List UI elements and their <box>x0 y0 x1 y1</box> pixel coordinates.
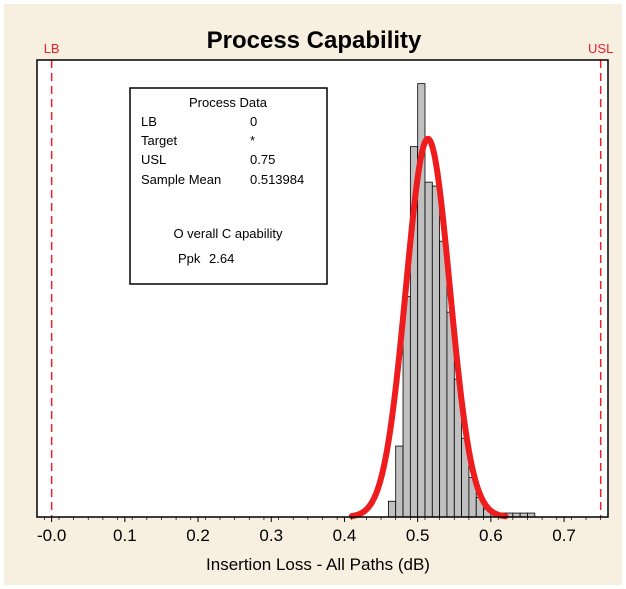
x-tick-label: 0.6 <box>479 526 503 545</box>
pd-label-sample-mean: Sample Mean <box>141 172 221 187</box>
histogram-bar <box>387 500 397 518</box>
x-tick-label: 0.7 <box>552 526 576 545</box>
x-tick-label: 0.4 <box>333 526 357 545</box>
x-axis-ticks: -0.0 0.1 0.2 0.3 0.4 0.5 0.6 0.7 <box>37 517 602 545</box>
chart-title: Process Capability <box>207 27 422 54</box>
pd-value-usl: 0.75 <box>250 152 275 167</box>
chart-svg: -0.0 0.1 0.2 0.3 0.4 0.5 0.6 0.7 Process Capabi… <box>36 27 613 574</box>
pd-label-target: Target <box>141 133 178 148</box>
overall-capability-heading: O verall C apability <box>173 226 283 241</box>
x-axis-label: Insertion Loss - All Paths (dB) <box>206 555 430 574</box>
chart-frame: -0.0 0.1 0.2 0.3 0.4 0.5 0.6 0.7 Process Capabi… <box>4 4 622 585</box>
ppk-label: Ppk <box>178 251 201 266</box>
histogram-bar <box>431 185 441 518</box>
fit-curve <box>348 135 509 520</box>
x-tick-label: 0.3 <box>259 526 283 545</box>
x-tick-label: 0.2 <box>186 526 210 545</box>
process-data-box: Process Data LB 0 Target * USL 0.75 Samp… <box>129 87 328 285</box>
spec-lines <box>50 60 602 517</box>
x-tick-label: 0.5 <box>406 526 430 545</box>
histogram-bar <box>439 240 448 518</box>
pd-value-lb: 0 <box>250 114 257 129</box>
pd-label-lb: LB <box>141 114 157 129</box>
ppk-value: 2.64 <box>209 251 234 266</box>
pd-value-sample-mean: 0.513984 <box>250 172 304 187</box>
pd-value-target: * <box>250 133 255 148</box>
lb-spec-label: LB <box>44 41 60 56</box>
x-tick-label: -0.0 <box>37 526 66 545</box>
x-tick-label: 0.1 <box>113 526 137 545</box>
pd-label-usl: USL <box>141 152 166 167</box>
histogram-bar <box>395 445 404 518</box>
histogram-bar <box>424 181 433 518</box>
process-data-heading: Process Data <box>189 95 268 110</box>
usl-spec-label: USL <box>588 41 613 56</box>
process-data-box-border <box>129 87 328 285</box>
